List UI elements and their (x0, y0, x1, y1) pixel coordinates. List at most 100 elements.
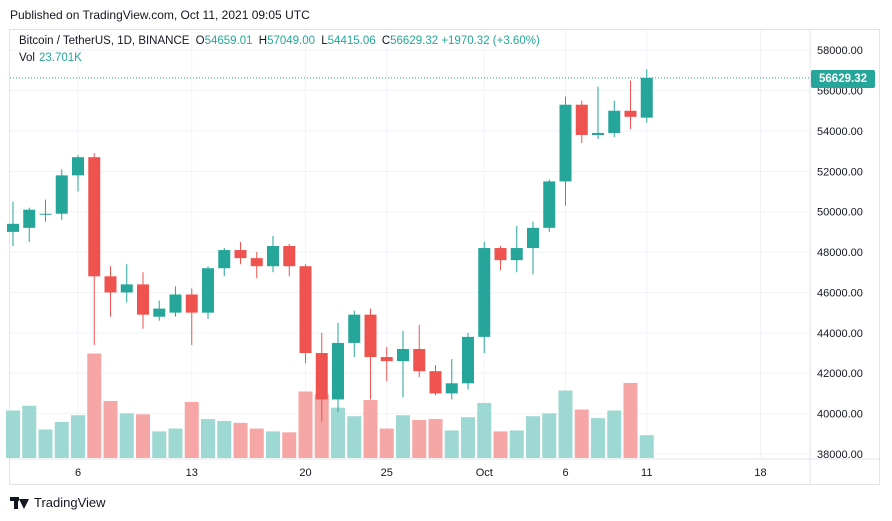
price-tick-label: 48000.00 (817, 247, 863, 259)
volume-bar (493, 431, 508, 458)
volume-bar (201, 419, 215, 458)
volume-label: Vol (19, 52, 35, 64)
volume-layer (6, 353, 654, 458)
candle-body (397, 348, 409, 362)
candle-body (120, 284, 133, 293)
volume-bar (542, 413, 557, 458)
low-value: 54415.06 (327, 35, 376, 47)
volume-bar (266, 431, 280, 458)
volume-bar (38, 429, 53, 458)
candle-body (283, 246, 296, 267)
brand-label: TradingView (34, 495, 106, 510)
price-tick-label: 44000.00 (817, 328, 863, 340)
close-label: C (381, 35, 391, 47)
candle-body (185, 294, 198, 313)
price-tick-label: 46000.00 (817, 287, 863, 299)
volume-bar (379, 428, 394, 458)
candle-body (348, 314, 361, 343)
candle-body (169, 294, 182, 313)
volume-bar (558, 390, 573, 458)
grid-layer (10, 30, 810, 458)
candle-body (624, 110, 637, 117)
price-tick-label: 50000.00 (817, 207, 863, 219)
volume-bar (461, 417, 475, 458)
candle-body (218, 250, 231, 269)
volume-bar (87, 353, 102, 458)
volume-bar (6, 410, 20, 458)
volume-bar (298, 391, 313, 458)
time-tick-label: 20 (299, 467, 311, 479)
volume-bar (22, 405, 37, 458)
time-tick-label: 13 (186, 467, 198, 479)
published-label: Published on TradingView.com, Oct 11, 20… (10, 8, 310, 22)
close-value: 56629.32 (390, 35, 439, 47)
high-value: 57049.00 (267, 35, 316, 47)
low-label: L (321, 35, 328, 47)
open-label: O (195, 35, 205, 47)
time-tick-label: 6 (75, 467, 81, 479)
candle-body (608, 110, 621, 133)
candle-body (55, 175, 68, 214)
candle-body (364, 314, 377, 358)
candle-body (510, 248, 523, 261)
symbol-label: Bitcoin / TetherUS, 1D, BINANCE (19, 35, 190, 47)
candle-body (72, 157, 84, 176)
time-tick-label: Oct (476, 467, 493, 479)
volume-bar (136, 414, 150, 458)
volume-bar (282, 432, 297, 458)
open-value: 54659.01 (204, 35, 253, 47)
volume-bar (591, 418, 605, 458)
price-tick-label: 40000.00 (817, 409, 863, 421)
price-tick-label: 56000.00 (817, 86, 863, 98)
volume-bar (607, 410, 622, 458)
candle-body (332, 342, 344, 400)
candle-body (23, 209, 36, 228)
candle-body (429, 371, 442, 394)
tradingview-logo-icon (10, 496, 30, 509)
candle-body (202, 268, 214, 313)
volume-value: 23.701K (39, 52, 82, 64)
volume-bar (119, 413, 134, 458)
volume-bar (526, 416, 540, 458)
candle-body (575, 104, 588, 135)
price-tick-label: 52000.00 (817, 166, 863, 178)
candle-body (250, 258, 263, 267)
volume-bar (184, 401, 199, 458)
volume-bar (444, 430, 459, 458)
candle-body (137, 284, 149, 315)
candle-body (592, 132, 604, 135)
price-tick-label: 38000.00 (817, 449, 863, 461)
volume-bar (639, 435, 654, 458)
volume-bar (217, 420, 232, 458)
volume-bar (314, 394, 329, 458)
volume-bar (477, 402, 492, 458)
volume-bar (233, 422, 248, 458)
time-tick-label: 6 (562, 467, 568, 479)
volume-bar (509, 430, 524, 458)
candle-body (445, 383, 458, 394)
change-value: +1970.32 (+3.60%) (441, 35, 540, 47)
candle-body (527, 227, 539, 249)
candle-body (494, 248, 507, 261)
volume-bar (71, 415, 85, 458)
candle-body (299, 266, 312, 354)
price-tick-label: 54000.00 (817, 126, 863, 138)
footer-brand[interactable]: TradingView (10, 495, 106, 510)
volume-bar (54, 421, 69, 458)
candle-body (462, 336, 474, 384)
candle-body (315, 353, 328, 400)
time-tick-label: 18 (754, 467, 766, 479)
candle-body (153, 308, 166, 317)
last-price-tag: 56629.32 (811, 70, 875, 88)
volume-bar (363, 400, 378, 458)
volume-bar (347, 416, 362, 458)
candle-body (380, 357, 393, 362)
volume-bar (428, 419, 443, 458)
candle-body (267, 246, 279, 267)
volume-bar (168, 428, 183, 458)
candle-body (413, 348, 426, 372)
candle-body (543, 181, 556, 228)
chart-legend: Bitcoin / TetherUS, 1D, BINANCE O54659.0… (19, 35, 540, 47)
candle-body (478, 248, 491, 337)
